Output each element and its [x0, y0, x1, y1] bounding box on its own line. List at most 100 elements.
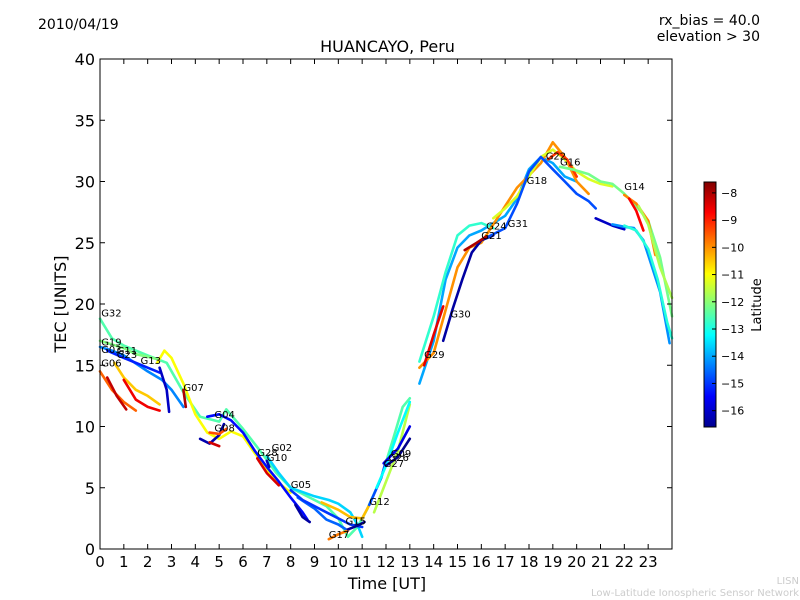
- x-tick-label-21: 21: [591, 553, 610, 571]
- satellite-label-g17: G17: [329, 530, 349, 541]
- y-axis-title: TEC [UNITS]: [51, 256, 70, 354]
- x-tick-label-9: 9: [310, 553, 320, 571]
- x-tick-label-6: 6: [238, 553, 248, 571]
- x-tick-label-1: 1: [119, 553, 129, 571]
- satellite-label-g30: G30: [450, 310, 470, 321]
- satellite-label-g03: G03: [101, 345, 121, 356]
- x-tick-label-13: 13: [400, 553, 419, 571]
- x-tick-label-18: 18: [519, 553, 538, 571]
- tec-series-21: [327, 529, 350, 541]
- tec-series-27: [382, 425, 412, 465]
- satellite-label-g10: G10: [267, 453, 287, 464]
- tec-series-42: [627, 197, 645, 232]
- y-tick-label-40: 40: [75, 50, 95, 69]
- y-tick-label-5: 5: [85, 479, 95, 498]
- tec-series-19: [296, 496, 350, 532]
- x-tick-label-10: 10: [329, 553, 348, 571]
- tec-series-34: [492, 148, 614, 220]
- x-tick-label-8: 8: [286, 553, 296, 571]
- x-tick-label-0: 0: [95, 553, 105, 571]
- colorbar-tick-label-8: −8: [721, 187, 737, 200]
- tec-series-10: [182, 388, 188, 409]
- tec-series-0: [98, 317, 412, 539]
- tec-series-29: [418, 155, 578, 385]
- tec-series-12: [294, 503, 311, 524]
- satellite-label-g05: G05: [291, 480, 311, 491]
- colorbar-ticks: −8 −9 −10 −11 −12 −13 −14 −15 −16: [712, 187, 744, 418]
- colorbar-tick-label-14: −14: [721, 350, 744, 363]
- y-tick-label-15: 15: [75, 356, 95, 375]
- tec-series-35: [463, 235, 488, 252]
- tec-series-7: [122, 378, 161, 412]
- satellite-label-g22: G22: [546, 151, 566, 162]
- credit-short: LISN: [776, 576, 799, 587]
- tec-series-20: [289, 488, 364, 529]
- satellite-label-g14: G14: [624, 182, 644, 193]
- tec-series-14: [208, 427, 228, 436]
- y-tick-label-25: 25: [75, 234, 95, 253]
- y-tick-label-35: 35: [75, 111, 95, 130]
- tec-series-18: [265, 454, 364, 539]
- x-tick-label-5: 5: [214, 553, 224, 571]
- x-tick-label-3: 3: [167, 553, 177, 571]
- x-tick-label-19: 19: [543, 553, 562, 571]
- colorbar: [703, 181, 717, 428]
- tec-series-39: [594, 217, 626, 231]
- satellite-label-g27: G27: [384, 459, 404, 470]
- satellite-label-g11: G11: [117, 346, 137, 357]
- y-tick-label-20: 20: [75, 295, 95, 314]
- rx-bias-label: rx_bias = 40.0: [658, 13, 760, 29]
- tec-series-30: [418, 221, 495, 363]
- x-axis-title: Time [UT]: [347, 574, 426, 593]
- tec-series-8: [105, 376, 128, 411]
- tec-series-16: [256, 457, 281, 487]
- tec-series-28: [384, 437, 412, 467]
- y-tick-label-30: 30: [75, 173, 95, 192]
- x-tick-label-14: 14: [424, 553, 443, 571]
- tec-series-32: [422, 305, 445, 367]
- tec-series-31: [418, 141, 590, 369]
- tec-series-38: [558, 165, 674, 318]
- chart-title: HUANCAYO, Peru: [320, 37, 455, 56]
- satellite-label-g16: G16: [560, 158, 580, 169]
- tec-series-40: [611, 223, 671, 345]
- x-tick-label-2: 2: [143, 553, 153, 571]
- satellite-label-g23: G23: [117, 350, 137, 361]
- satellite-label-g02: G02: [272, 443, 292, 454]
- x-tick-label-20: 20: [567, 553, 586, 571]
- y-tick-label-0: 0: [85, 540, 95, 559]
- satellite-label-g13: G13: [141, 356, 161, 367]
- colorbar-tick-label-12: −12: [721, 296, 744, 309]
- satellite-label-g19: G19: [101, 338, 121, 349]
- tec-series-26: [375, 400, 412, 490]
- satellite-label-g28: G28: [257, 448, 277, 459]
- tec-series-17: [265, 459, 271, 469]
- tec-series-1: [98, 345, 185, 409]
- x-tick-label-23: 23: [639, 553, 658, 571]
- x-tick-label-12: 12: [376, 553, 395, 571]
- credit-long: Low-Latitude Ionospheric Sensor Network: [591, 588, 799, 599]
- x-axis: 0 1 2 3 4 5 6 7 8 9 10 11 12 13 14 15 16 17 18 19 20 21 22 23: [95, 59, 658, 571]
- colorbar-tick-label-9: −9: [721, 214, 737, 227]
- satellite-label-g15: G15: [346, 517, 366, 528]
- satellite-label-g21: G21: [481, 231, 501, 242]
- tec-series-6: [113, 361, 161, 406]
- tec-series-43: [623, 224, 674, 340]
- tec-series-13: [198, 422, 226, 445]
- tec-series-23: [346, 520, 366, 531]
- x-tick-label-7: 7: [262, 553, 272, 571]
- satellite-label-g31: G31: [508, 219, 528, 230]
- elevation-label: elevation > 30: [656, 29, 760, 45]
- tec-series-22: [320, 501, 371, 520]
- plot-frame: [99, 58, 673, 550]
- y-tick-label-10: 10: [75, 418, 95, 437]
- tec-series-2: [155, 349, 292, 494]
- satellite-label-g24: G24: [486, 221, 506, 232]
- x-tick-label-17: 17: [496, 553, 515, 571]
- tec-series-4: [158, 366, 171, 414]
- colorbar-title: Latitude: [750, 278, 765, 332]
- satellite-label-g29: G29: [424, 350, 444, 361]
- tec-series-9: [98, 339, 159, 361]
